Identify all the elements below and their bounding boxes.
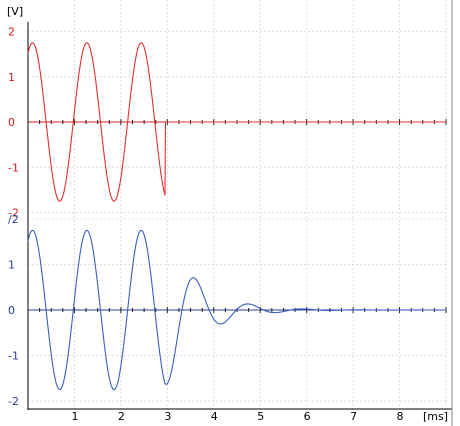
y-tick-label: 0 [8,116,15,129]
y-tick-label: -1 [8,161,19,174]
x-unit-label: [ms] [423,410,448,423]
y-tick-label: 2 [8,26,15,39]
y-unit-label: [V] [7,5,23,18]
y-tick-label: 1 [8,71,15,84]
y-tick-label: 0 [8,304,15,317]
x-tick-label: 3 [164,410,171,423]
y-tick-label: -2 [8,207,19,220]
x-tick-label: 1 [71,410,78,423]
grid-layer [28,0,447,410]
series-layer [27,42,446,391]
x-tick-label: 2 [118,410,125,423]
x-tick-label: 7 [350,410,357,423]
x-tick-label: 6 [304,410,311,423]
signal-series-line [27,42,446,202]
labels-layer: [V] [ms] 2 1 0 -1 -2/2 1 0 -1 -2 1 2 3 4 5 6 7 8 [7,5,448,423]
y-tick-label: 1 [8,259,15,272]
x-tick-label: 4 [211,410,218,423]
y-tick-label: -1 [8,350,19,363]
signal-series-line [27,229,446,391]
x-tick-label: 5 [257,410,264,423]
y-tick-label: -2 [8,395,19,408]
y-tick-label: /2 [8,213,19,226]
x-tick-label: 8 [397,410,404,423]
